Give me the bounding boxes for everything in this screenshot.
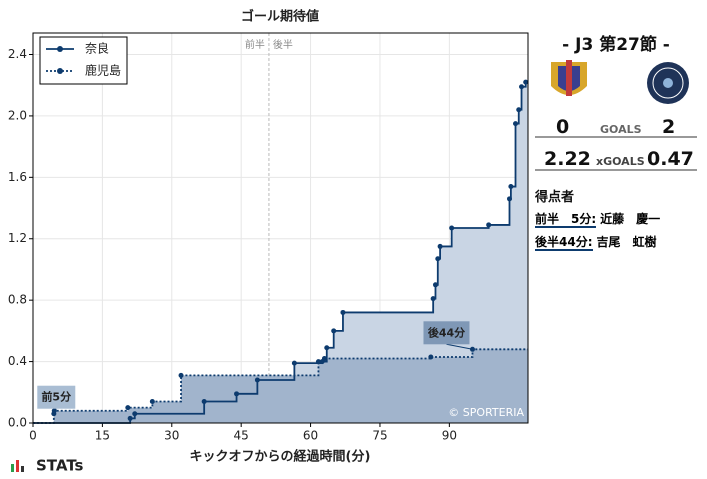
point [432,282,438,288]
away-xg: 0.47 [647,148,694,170]
x-tick-label: 30 [164,429,179,443]
scorers-title: 得点者 [535,190,575,205]
annotation: 前5分 [41,390,71,404]
away-goals: 2 [662,116,676,138]
point [506,196,512,202]
x-tick-label: 15 [95,429,110,443]
point [234,391,240,397]
scorer-name: 近藤 慶一 [600,212,661,226]
x-tick-label: 0 [29,429,37,443]
scorer-name: 吉尾 虹樹 [596,235,657,249]
x-tick-label: 60 [303,429,318,443]
legend-label: 鹿児島 [85,63,121,78]
point [201,399,207,405]
half-label: 前半 [245,38,265,51]
goals-label: GOALS [600,123,642,136]
scorer-time: 前半 5分: [535,212,597,228]
y-tick-label: 1.6 [8,170,27,184]
point [178,372,184,378]
annotation-line [446,343,473,350]
annotation-box [37,385,76,409]
point [430,296,436,302]
area [33,349,528,423]
xg-label: xGOALS [596,155,645,168]
point [340,309,346,315]
home-goals: 0 [556,116,570,138]
y-tick-label: 1.2 [8,231,27,245]
x-tick-label: 75 [372,429,387,443]
legend-marker [57,46,63,52]
point [519,84,525,90]
credit: © SPORTERIA [448,406,524,419]
half-label: 後半 [273,38,293,51]
point [132,411,138,417]
point [516,107,522,113]
annotation-box [423,321,470,345]
legend-label: 奈良 [85,41,109,56]
point [437,243,443,249]
x-tick-label: 45 [234,429,249,443]
home-xg: 2.22 [544,148,591,170]
y-tick-label: 0.8 [8,293,27,307]
brand: STATs [36,457,84,475]
home-logo [551,60,587,96]
area [33,82,528,424]
y-tick-label: 2.4 [8,47,27,61]
point [508,184,514,190]
point [291,360,297,366]
point [127,415,133,421]
point [321,356,327,362]
point [486,222,492,228]
away-logo [647,62,689,104]
chart-title: ゴール期待値 [241,9,319,25]
point [149,399,155,405]
point [125,405,131,411]
brand-icon [16,460,19,472]
point [331,328,337,334]
point [513,121,519,127]
scorer-time: 後半44分: [535,235,593,251]
point [435,256,441,262]
brand-icon [11,464,14,472]
x-tick-label: 90 [442,429,457,443]
scorers: 前半 5分: 近藤 慶一 後半44分: 吉尾 虹樹 [535,210,660,256]
x-axis-label: キックオフからの経過時間(分) [190,449,371,465]
brand-icon [21,466,24,472]
y-tick-label: 2.0 [8,108,27,122]
annotation-line [53,408,57,412]
point [449,225,455,231]
point [315,359,321,365]
annotation: 後44分 [428,325,465,339]
point [428,354,434,360]
point [324,345,330,351]
scorer-row: 後半44分: 吉尾 虹樹 [535,233,660,251]
match-title: - J3 第27節 - [562,35,670,55]
point [523,79,529,85]
y-tick-label: 0.0 [8,416,27,430]
legend-box [39,36,128,85]
y-tick-label: 0.4 [8,354,27,368]
scorer-row: 前半 5分: 近藤 慶一 [535,210,661,228]
legend-marker [57,68,63,74]
point [254,377,260,383]
plot-frame [32,32,529,424]
